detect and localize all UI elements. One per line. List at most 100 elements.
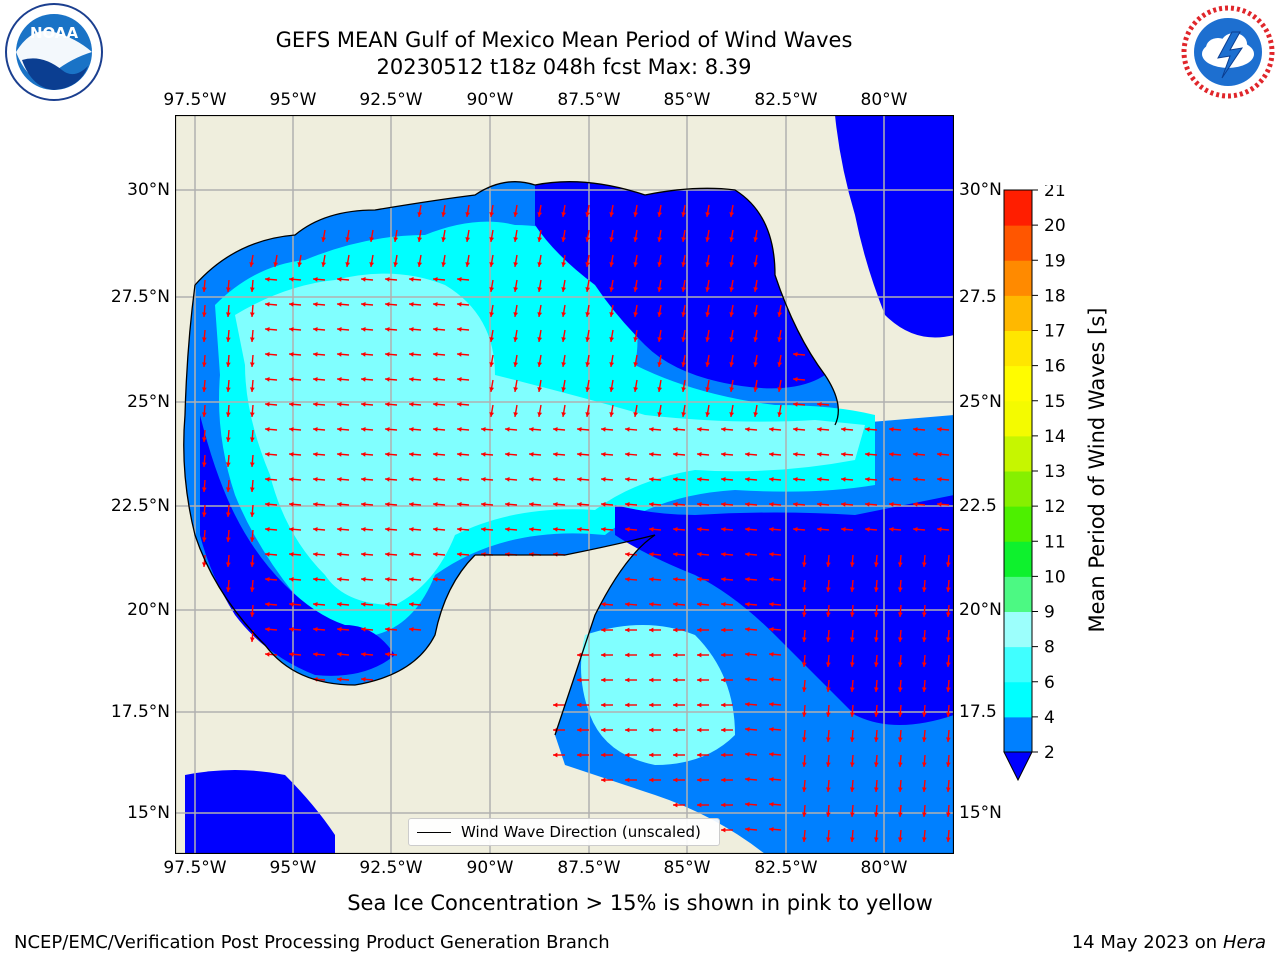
wind-arrow [609,329,615,342]
wind-arrow [465,204,471,217]
wind-arrow [393,254,399,267]
wind-arrow [312,426,326,432]
wind-arrow [249,254,255,267]
colorbar-tick-label: 10 [1044,567,1066,587]
wind-arrow [625,627,637,633]
wind-arrow [753,354,759,367]
wind-arrow [777,329,783,342]
wind-arrow [801,829,807,843]
wind-arrow [249,604,255,618]
colorbar-segment [1004,576,1032,612]
wind-arrow [225,329,231,343]
wind-arrow [312,401,326,407]
wind-arrow [777,379,783,392]
wind-arrow [912,426,926,432]
wind-arrow [504,426,518,432]
wind-arrow [552,501,566,507]
wind-arrow [609,204,615,217]
noaa-logo-icon: NOAA [5,3,103,101]
wind-arrow [840,501,854,507]
wind-arrow [432,576,446,582]
wind-arrow [321,254,327,267]
wind-arrow [601,752,613,758]
wind-arrow [504,451,518,457]
wind-arrow [648,551,662,557]
lon-tick-bottom-6: 85°W [663,858,711,878]
wind-arrow [945,804,951,818]
wind-arrow [840,451,854,457]
wind-arrow [408,351,422,357]
wind-arrow [264,626,278,632]
wind-arrow [825,629,831,643]
wind-arrow [336,326,350,332]
colorbar-segment [1004,365,1032,402]
wind-arrow [609,404,615,417]
map-legend: Wind Wave Direction (unscaled) [408,818,720,846]
wind-arrow [648,576,662,582]
wind-arrow [624,451,638,457]
wind-arrow [225,379,231,393]
wind-arrow [336,501,350,507]
colorbar-segment [1004,190,1032,226]
wind-arrow [225,429,231,443]
lon-tick-bottom-1: 97.5°W [163,858,227,878]
wind-arrow [768,551,782,557]
wind-arrow [408,501,422,507]
wind-arrow [705,279,711,292]
wind-arrow [489,404,495,417]
wind-arrow [249,429,255,443]
wind-arrow [264,401,278,407]
wind-arrow [264,351,278,357]
wind-arrow [873,704,879,718]
wind-arrow [408,276,422,282]
svg-text:NOAA: NOAA [30,24,79,42]
wind-arrow [825,829,831,843]
wind-arrow [312,576,326,582]
wind-arrow [696,476,710,482]
wind-arrow [384,276,398,282]
wind-arrow [552,526,566,532]
wind-arrow [561,329,567,342]
colorbar-label: Mean Period of Wind Waves [s] [1085,307,1109,633]
wind-arrow [288,351,302,357]
colorbar-segment [1004,716,1032,753]
wind-arrow [945,629,951,643]
wind-arrow [577,752,589,758]
wind-arrow [657,229,663,242]
lon-tick-bottom-3: 92.5°W [359,858,423,878]
wind-arrow [873,754,879,768]
wind-arrow [456,326,470,332]
lon-tick-top-3: 92.5°W [359,90,423,110]
wind-arrow [288,626,302,632]
wind-arrow [432,401,446,407]
wind-arrow [753,254,759,267]
wind-arrow [480,451,494,457]
wind-arrow [720,551,734,557]
wind-arrow [792,451,806,457]
wind-arrow [936,451,950,457]
wind-arrow [360,401,374,407]
wind-arrow [721,777,733,783]
wind-arrow [561,379,567,392]
wind-arrow [696,601,710,607]
wind-arrow [921,804,927,818]
wind-arrow [825,804,831,818]
wind-arrow [705,254,711,267]
wind-arrow [921,629,927,643]
wind-arrow [264,576,278,582]
wind-arrow [432,551,446,557]
wind-arrow [336,626,350,632]
wind-arrow [249,304,255,318]
wind-arrow [744,526,758,532]
wind-arrow [345,254,351,267]
wind-arrow [825,604,831,618]
wind-arrow [888,426,902,432]
wind-arrow [648,426,662,432]
wind-arrow [849,604,855,618]
wind-arrow [561,204,567,217]
wind-wave-arrows [201,204,951,843]
wind-arrow [840,476,854,482]
wind-arrow [576,426,590,432]
wind-arrow [225,304,231,318]
footer-host: Hera [1222,932,1266,953]
